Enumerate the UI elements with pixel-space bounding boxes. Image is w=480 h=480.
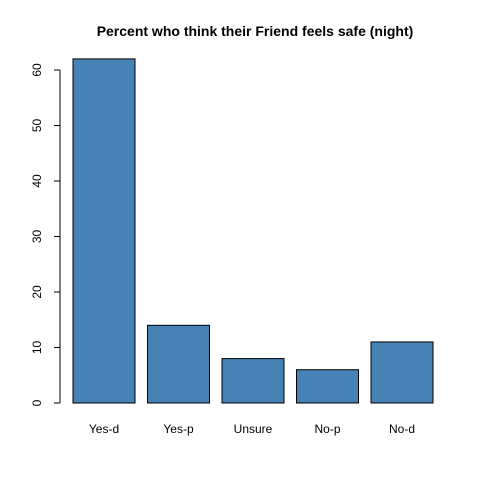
y-tick-label: 30 [30, 230, 44, 244]
bar-unsure [221, 358, 285, 404]
y-axis: 0 10 20 30 40 50 60 [30, 63, 61, 406]
y-tick-label: 40 [30, 174, 44, 188]
x-category-label: No-d [389, 422, 415, 436]
y-tick-label: 20 [30, 285, 44, 299]
y-tick-label: 50 [30, 119, 44, 133]
x-category-label: Unsure [234, 422, 273, 436]
x-category-label: Yes-p [163, 422, 194, 436]
bars-group [72, 58, 434, 404]
bar-yes-d [72, 58, 136, 404]
bar-yes-p [147, 324, 210, 404]
y-tick-label: 60 [30, 63, 44, 77]
y-tick-label: 10 [30, 341, 44, 355]
bar-no-p [296, 369, 359, 404]
x-category-label: No-p [314, 422, 340, 436]
y-tick-label: 0 [30, 399, 44, 406]
chart-title: Percent who think their Friend feels saf… [97, 23, 414, 39]
bar-no-d [370, 341, 434, 404]
x-axis-labels: Yes-d Yes-p Unsure No-p No-d [89, 422, 415, 436]
x-category-label: Yes-d [89, 422, 119, 436]
